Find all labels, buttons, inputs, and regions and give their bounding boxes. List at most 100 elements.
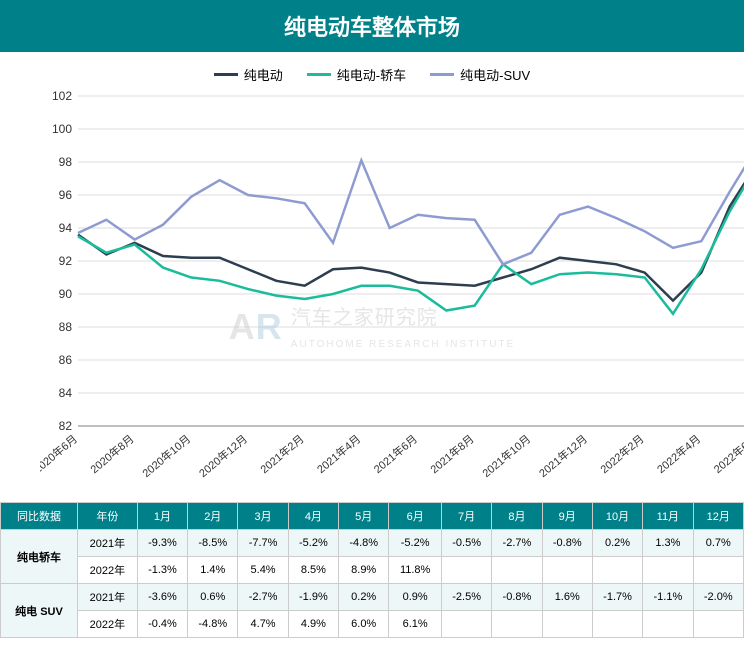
svg-text:98: 98	[59, 155, 73, 169]
table-header-row: 同比数据年份1月2月3月4月5月6月7月8月9月10月11月12月	[1, 503, 744, 530]
table-row: 纯电轿车2021年-9.3%-8.5%-7.7%-5.2%-4.8%-5.2%-…	[1, 530, 744, 557]
svg-text:2020年10月: 2020年10月	[139, 432, 193, 480]
data-cell	[441, 611, 491, 638]
data-cell	[542, 611, 592, 638]
data-cell	[592, 611, 642, 638]
data-cell: -8.5%	[188, 530, 238, 557]
chart-legend: 纯电动纯电动-轿车纯电动-SUV	[0, 52, 744, 90]
data-cell: 4.9%	[288, 611, 338, 638]
svg-text:2022年4月: 2022年4月	[654, 432, 703, 477]
table-header-cell: 2月	[188, 503, 238, 530]
svg-text:2021年12月: 2021年12月	[536, 432, 590, 480]
table-header-cell: 6月	[389, 503, 442, 530]
table-row: 2022年-1.3%1.4%5.4%8.5%8.9%11.8%	[1, 557, 744, 584]
table-header-cell: 12月	[693, 503, 743, 530]
row-label-cell: 纯电轿车	[1, 530, 78, 584]
svg-text:2021年10月: 2021年10月	[479, 432, 533, 480]
data-cell: 0.9%	[389, 584, 442, 611]
svg-text:84: 84	[59, 386, 73, 400]
data-cell: -0.4%	[137, 611, 187, 638]
data-cell: 11.8%	[389, 557, 442, 584]
svg-text:92: 92	[59, 254, 73, 268]
svg-text:88: 88	[59, 320, 73, 334]
svg-text:2021年4月: 2021年4月	[314, 432, 363, 477]
data-cell: -4.8%	[188, 611, 238, 638]
data-cell: 0.2%	[592, 530, 642, 557]
line-chart: 8284868890929496981001022020年6月2020年8月20…	[40, 90, 744, 498]
data-cell: 5.4%	[238, 557, 288, 584]
svg-text:2021年6月: 2021年6月	[371, 432, 420, 477]
svg-text:2022年2月: 2022年2月	[597, 432, 646, 477]
data-cell	[643, 611, 693, 638]
svg-text:82: 82	[59, 419, 73, 433]
data-cell: 8.5%	[288, 557, 338, 584]
data-cell: -1.9%	[288, 584, 338, 611]
table-header-cell: 7月	[441, 503, 491, 530]
data-cell	[693, 611, 743, 638]
year-cell: 2022年	[77, 557, 137, 584]
svg-text:90: 90	[59, 287, 73, 301]
table-header-cell: 3月	[238, 503, 288, 530]
data-cell: -1.7%	[592, 584, 642, 611]
year-cell: 2022年	[77, 611, 137, 638]
data-cell: -0.8%	[542, 530, 592, 557]
data-cell: -5.2%	[389, 530, 442, 557]
data-cell	[643, 557, 693, 584]
legend-swatch	[214, 73, 238, 76]
data-cell: 1.6%	[542, 584, 592, 611]
legend-label: 纯电动-轿车	[337, 65, 406, 84]
legend-swatch	[430, 73, 454, 76]
data-cell: 0.7%	[693, 530, 743, 557]
data-cell: 0.6%	[188, 584, 238, 611]
data-cell: -1.3%	[137, 557, 187, 584]
data-table: 同比数据年份1月2月3月4月5月6月7月8月9月10月11月12月 纯电轿车20…	[0, 502, 744, 638]
data-cell: 6.1%	[389, 611, 442, 638]
legend-label: 纯电动-SUV	[460, 65, 530, 84]
svg-text:96: 96	[59, 188, 73, 202]
legend-item: 纯电动-SUV	[430, 65, 530, 84]
chart-area: 8284868890929496981001022020年6月2020年8月20…	[0, 90, 744, 498]
data-cell: -7.7%	[238, 530, 288, 557]
data-cell	[592, 557, 642, 584]
svg-text:94: 94	[59, 221, 73, 235]
data-cell: 1.3%	[643, 530, 693, 557]
table-row: 纯电 SUV2021年-3.6%0.6%-2.7%-1.9%0.2%0.9%-2…	[1, 584, 744, 611]
year-cell: 2021年	[77, 584, 137, 611]
table-header-cell: 8月	[492, 503, 542, 530]
data-cell: -0.8%	[492, 584, 542, 611]
data-cell: -2.5%	[441, 584, 491, 611]
svg-text:2020年8月: 2020年8月	[87, 432, 136, 477]
chart-title: 纯电动车整体市场	[0, 0, 744, 52]
data-cell: -2.0%	[693, 584, 743, 611]
table-header-cell: 5月	[339, 503, 389, 530]
data-cell	[441, 557, 491, 584]
data-cell: -2.7%	[492, 530, 542, 557]
svg-text:2020年12月: 2020年12月	[196, 432, 250, 480]
svg-text:2022年6月: 2022年6月	[711, 432, 744, 477]
svg-text:100: 100	[52, 122, 72, 136]
data-cell	[492, 557, 542, 584]
data-cell	[693, 557, 743, 584]
table-header-cell: 11月	[643, 503, 693, 530]
data-cell: 0.2%	[339, 584, 389, 611]
table-header-cell: 同比数据	[1, 503, 78, 530]
table-header-cell: 年份	[77, 503, 137, 530]
data-cell	[492, 611, 542, 638]
data-cell: -4.8%	[339, 530, 389, 557]
table-row: 2022年-0.4%-4.8%4.7%4.9%6.0%6.1%	[1, 611, 744, 638]
svg-text:2020年6月: 2020年6月	[40, 432, 80, 477]
row-label-cell: 纯电 SUV	[1, 584, 78, 638]
data-cell: -9.3%	[137, 530, 187, 557]
table-header-cell: 9月	[542, 503, 592, 530]
data-cell: 6.0%	[339, 611, 389, 638]
table-body: 纯电轿车2021年-9.3%-8.5%-7.7%-5.2%-4.8%-5.2%-…	[1, 530, 744, 638]
legend-swatch	[307, 73, 331, 76]
legend-item: 纯电动-轿车	[307, 65, 406, 84]
table-header-cell: 10月	[592, 503, 642, 530]
table-header-cell: 4月	[288, 503, 338, 530]
data-cell: 8.9%	[339, 557, 389, 584]
data-cell: -1.1%	[643, 584, 693, 611]
data-cell: -5.2%	[288, 530, 338, 557]
svg-text:102: 102	[52, 90, 72, 103]
svg-text:86: 86	[59, 353, 73, 367]
